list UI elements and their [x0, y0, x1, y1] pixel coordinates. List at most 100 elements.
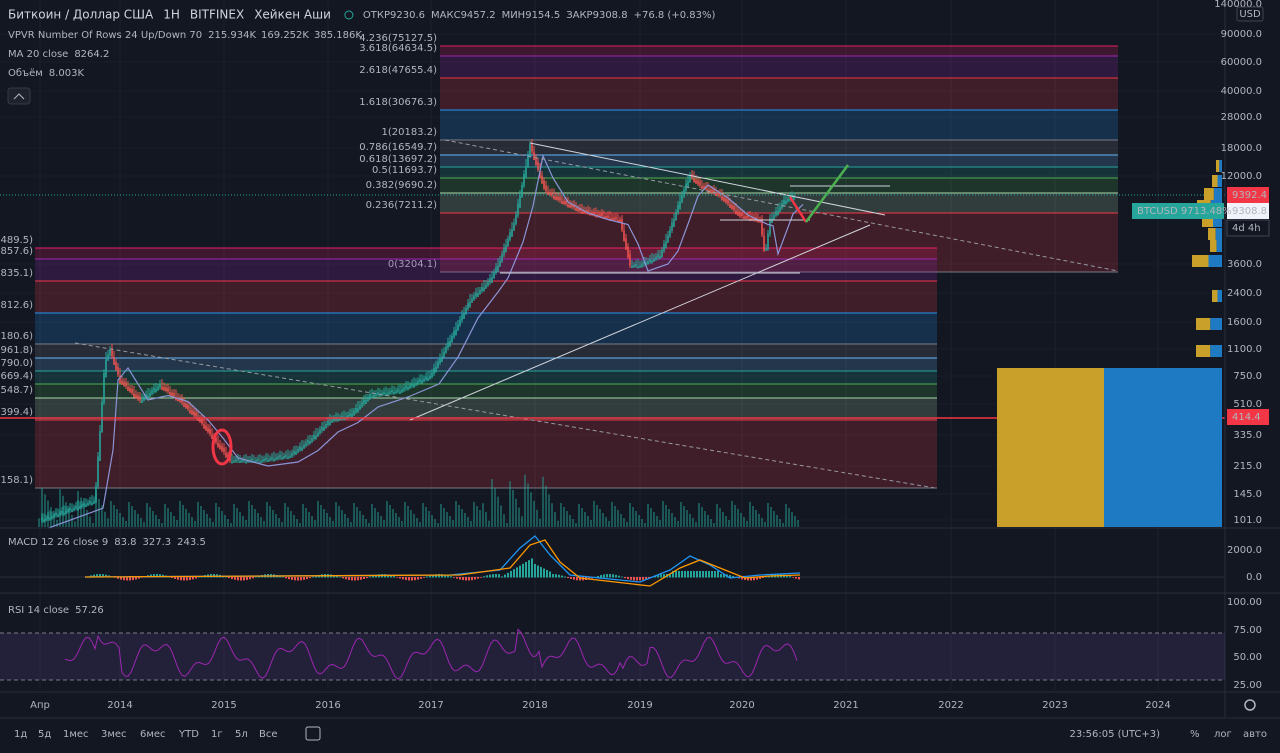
settings-icon[interactable]: [1244, 699, 1256, 711]
price-tag: [1227, 203, 1269, 219]
price-tag-label: 9308.8: [1232, 206, 1267, 217]
range-button[interactable]: 1мес: [63, 729, 89, 740]
volume-bar: [485, 512, 487, 527]
range-button[interactable]: 3мес: [101, 729, 127, 740]
range-button[interactable]: YTD: [178, 729, 199, 740]
range-button[interactable]: 1г: [211, 729, 223, 740]
candle: [765, 248, 767, 251]
candle: [751, 218, 753, 221]
rsi-line: [64, 628, 798, 680]
candle: [709, 189, 711, 193]
macd-histogram: [540, 567, 542, 578]
volume-bar: [698, 503, 700, 527]
candle: [53, 514, 55, 518]
time-tick: 2017: [418, 700, 443, 711]
highlight-circle: [211, 428, 233, 466]
candle: [737, 211, 739, 216]
macd-histogram: [129, 577, 131, 581]
scale-option[interactable]: %: [1190, 729, 1200, 740]
candle: [461, 314, 463, 321]
macd-histogram: [237, 577, 239, 581]
candle: [577, 208, 579, 211]
volume-bar: [611, 502, 613, 527]
fib-label: 4.236(4489.5): [0, 235, 33, 246]
range-button[interactable]: 5л: [235, 729, 248, 740]
collapse-button[interactable]: [7, 87, 31, 105]
volume-bar: [131, 506, 133, 527]
macd-histogram: [96, 574, 98, 578]
candle: [471, 298, 473, 303]
volume-bar: [443, 508, 445, 527]
candle: [513, 223, 515, 231]
candle: [401, 389, 403, 393]
range-button[interactable]: 1д: [14, 729, 27, 740]
macd-histogram: [417, 577, 419, 580]
candle: [767, 233, 769, 250]
fib-band: [440, 167, 1118, 178]
macd-histogram: [714, 571, 716, 578]
candle: [319, 429, 321, 434]
macd-histogram: [576, 577, 578, 581]
candle: [451, 336, 453, 342]
volume-bar: [572, 519, 574, 527]
candle: [95, 485, 97, 502]
macd-histogram: [663, 574, 665, 578]
candle: [195, 412, 197, 417]
volume-bar: [434, 519, 436, 527]
volume-bar: [317, 501, 319, 527]
fib-label: 0.382(548.7): [0, 385, 33, 396]
macd-histogram: [228, 577, 230, 579]
candle: [59, 512, 61, 516]
macd-histogram: [249, 577, 251, 580]
volume-bar: [332, 521, 334, 527]
candle: [247, 460, 249, 463]
price-tag-label: 414.4: [1232, 412, 1261, 423]
indicator-value: 385.186K: [314, 30, 362, 41]
candle: [111, 348, 113, 357]
currency-box: [1236, 6, 1264, 22]
trend-dashed: [74, 342, 936, 489]
volume-bar: [629, 503, 631, 527]
goto-date[interactable]: [305, 726, 321, 741]
macd-histogram: [243, 577, 245, 581]
candle: [509, 232, 511, 240]
range-button[interactable]: 5д: [38, 729, 51, 740]
macd-histogram: [759, 577, 761, 579]
macd-histogram: [504, 574, 506, 578]
macd-histogram: [123, 577, 125, 581]
macd-value: 243.5: [177, 537, 206, 548]
volume-bar: [506, 523, 508, 527]
volume-bar: [128, 502, 130, 527]
candle: [199, 418, 201, 422]
scale-option[interactable]: лог: [1214, 729, 1232, 740]
candle: [67, 509, 69, 513]
range-button[interactable]: Все: [259, 729, 278, 740]
volume-bar: [41, 487, 43, 527]
volume-bar: [770, 507, 772, 527]
macd-histogram: [687, 571, 689, 578]
scale-option[interactable]: авто: [1243, 729, 1267, 740]
range-button[interactable]: 6мес: [140, 729, 166, 740]
vpvr-row: [1210, 240, 1217, 252]
candle: [547, 191, 549, 195]
macd-histogram: [156, 574, 158, 578]
price-tag: [1226, 219, 1270, 237]
macd-histogram: [567, 577, 569, 579]
price-tick: 18000.0: [1221, 143, 1262, 154]
candle: [99, 431, 101, 461]
macd-histogram: [648, 577, 650, 579]
candle: [695, 179, 697, 184]
candle: [661, 250, 663, 257]
volume-bar: [68, 508, 70, 527]
candle: [741, 213, 743, 216]
candle: [667, 235, 669, 243]
candle: [73, 507, 75, 511]
candle: [295, 451, 297, 455]
rsi-tick: 100.00: [1227, 597, 1262, 608]
volume-bar: [782, 523, 784, 527]
candle: [681, 195, 683, 203]
time-tick: 2019: [627, 700, 652, 711]
candle: [287, 456, 289, 460]
fib-band: [35, 313, 937, 344]
candle: [489, 278, 491, 283]
